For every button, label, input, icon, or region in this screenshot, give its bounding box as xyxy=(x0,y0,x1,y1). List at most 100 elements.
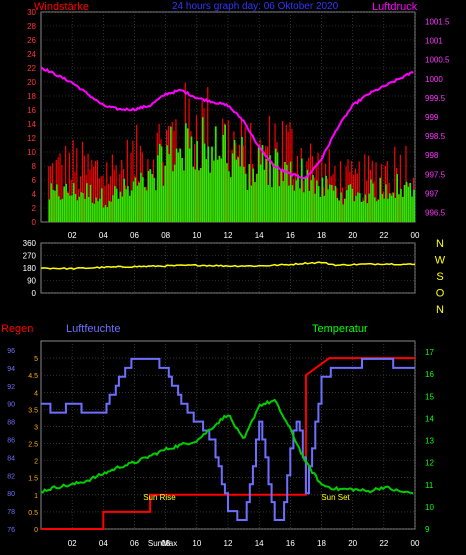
sun-annotation: Sun Set xyxy=(321,493,350,502)
humidity-title: Luftfeuchte xyxy=(66,323,120,335)
compass-label: O xyxy=(436,288,445,300)
wind-axis-tick-label: 20 xyxy=(27,78,36,87)
humidity-axis-tick-label: 88 xyxy=(7,420,15,427)
temperature-axis-tick-label: 17 xyxy=(425,348,434,357)
time-tick-label: 18 xyxy=(317,231,326,240)
pressure-axis-tick-label: 998 xyxy=(425,151,439,160)
humidity-axis-tick-label: 82 xyxy=(7,473,15,480)
time-tick-label: 10 xyxy=(192,231,201,240)
pressure-axis-tick-label: 1001.5 xyxy=(425,18,450,27)
time-tick-label: 04 xyxy=(99,539,108,548)
wind-axis-tick-label: 18 xyxy=(27,92,36,101)
time-tick-label: 06 xyxy=(130,231,139,240)
sun-annotation: SunMax xyxy=(148,539,177,548)
time-tick-label: 22 xyxy=(379,231,388,240)
pressure-axis-tick-label: 999.5 xyxy=(425,94,446,103)
temperature-axis-tick-label: 10 xyxy=(425,503,434,512)
temperature-axis-tick-label: 12 xyxy=(425,459,434,468)
time-tick-label: 14 xyxy=(255,539,264,548)
wind-axis-tick-label: 6 xyxy=(32,176,37,185)
humidity-axis-tick-label: 90 xyxy=(7,402,15,409)
wind-axis-tick-label: 26 xyxy=(27,36,36,45)
rain-axis-tick-label: 1 xyxy=(34,493,38,500)
time-tick-label: 10 xyxy=(192,539,201,548)
humidity-axis-tick-label: 78 xyxy=(7,509,15,516)
direction-axis-tick-label: 180 xyxy=(23,264,37,273)
pressure-axis-tick-label: 1001 xyxy=(425,37,443,46)
wind-axis-tick-label: 2 xyxy=(32,204,37,213)
time-tick-label: 22 xyxy=(379,539,388,548)
wind-axis-tick-label: 22 xyxy=(27,64,36,73)
time-tick-label: 02 xyxy=(68,539,77,548)
temperature-axis-tick-label: 13 xyxy=(425,437,434,446)
wind-axis-tick-label: 30 xyxy=(27,8,36,17)
time-tick-label: 12 xyxy=(224,539,233,548)
wind-axis-tick-label: 10 xyxy=(27,148,36,157)
pressure-axis-tick-label: 1000.5 xyxy=(425,56,450,65)
compass-label: S xyxy=(436,271,443,283)
rain-title: Regen xyxy=(1,323,33,335)
direction-axis-tick-label: 270 xyxy=(23,252,37,261)
rain-axis-tick-label: 3 xyxy=(34,424,38,431)
graph-title: 24 hours graph day: 06 Oktober 2020 xyxy=(172,1,339,12)
direction-axis-tick-label: 360 xyxy=(23,239,37,248)
pressure-line xyxy=(40,66,414,180)
time-tick-label: 12 xyxy=(224,231,233,240)
time-tick-label: 20 xyxy=(348,231,357,240)
compass-label: W xyxy=(435,255,446,267)
direction-axis-tick-label: 0 xyxy=(32,289,37,298)
rain-axis-tick-label: 4 xyxy=(34,390,38,397)
pressure-axis-tick-label: 996.5 xyxy=(425,208,446,217)
pressure-axis-tick-label: 999 xyxy=(425,113,439,122)
temperature-axis-tick-label: 14 xyxy=(425,414,434,423)
humidity-axis-tick-label: 96 xyxy=(7,348,15,355)
pressure-axis-tick-label: 997 xyxy=(425,189,439,198)
axis-ticks: 024681012141618202224262830996.5997997.5… xyxy=(7,8,450,548)
rain-axis-tick-label: 0 xyxy=(34,527,38,534)
rain-axis-tick-label: 2.5 xyxy=(28,442,38,449)
time-tick-label: 00 xyxy=(411,539,420,548)
wind-speed-title: Windstärke xyxy=(34,1,89,13)
time-tick-label: 04 xyxy=(99,231,108,240)
wind-axis-tick-label: 4 xyxy=(32,190,37,199)
wind-axis-tick-label: 12 xyxy=(27,134,36,143)
pressure-title: Luftdruck xyxy=(372,1,418,13)
humidity-axis-tick-label: 84 xyxy=(7,455,15,462)
grid-middle xyxy=(41,242,416,294)
temperature-title: Temperatur xyxy=(312,323,368,335)
wind-bars xyxy=(48,82,415,222)
time-tick-label: 16 xyxy=(286,539,295,548)
humidity-axis-tick-label: 86 xyxy=(7,437,15,444)
pressure-axis-tick-label: 1000 xyxy=(425,75,443,84)
humidity-axis-tick-label: 76 xyxy=(7,527,15,534)
sun-annotation: Sun Rise xyxy=(143,493,176,502)
humidity-axis-tick-label: 92 xyxy=(7,384,15,391)
wind-axis-tick-label: 24 xyxy=(27,50,36,59)
time-tick-label: 00 xyxy=(411,231,420,240)
series-lines xyxy=(40,66,416,530)
compass-label: N xyxy=(436,238,444,250)
temperature-line xyxy=(40,398,414,495)
wind-axis-tick-label: 8 xyxy=(32,162,37,171)
time-tick-label: 02 xyxy=(68,231,77,240)
wind-axis-tick-label: 14 xyxy=(27,120,36,129)
rain-axis-tick-label: 0.5 xyxy=(28,510,38,517)
time-tick-label: 06 xyxy=(130,539,139,548)
wind-axis-tick-label: 0 xyxy=(32,218,37,227)
rain-axis-tick-label: 2 xyxy=(34,459,38,466)
pressure-axis-tick-label: 998.5 xyxy=(425,132,446,141)
temperature-axis-tick-label: 16 xyxy=(425,370,434,379)
rain-axis-tick-label: 1.5 xyxy=(28,476,38,483)
time-tick-label: 14 xyxy=(255,231,264,240)
wind-axis-tick-label: 28 xyxy=(27,22,36,31)
time-tick-label: 08 xyxy=(161,231,170,240)
rain-axis-tick-label: 5 xyxy=(34,356,38,363)
pressure-axis-tick-label: 997.5 xyxy=(425,170,446,179)
wind-direction-line xyxy=(40,261,416,271)
humidity-line xyxy=(41,357,415,521)
temperature-axis-tick-label: 11 xyxy=(425,481,434,490)
temperature-axis-tick-label: 15 xyxy=(425,392,434,401)
time-tick-label: 08 xyxy=(161,539,170,548)
